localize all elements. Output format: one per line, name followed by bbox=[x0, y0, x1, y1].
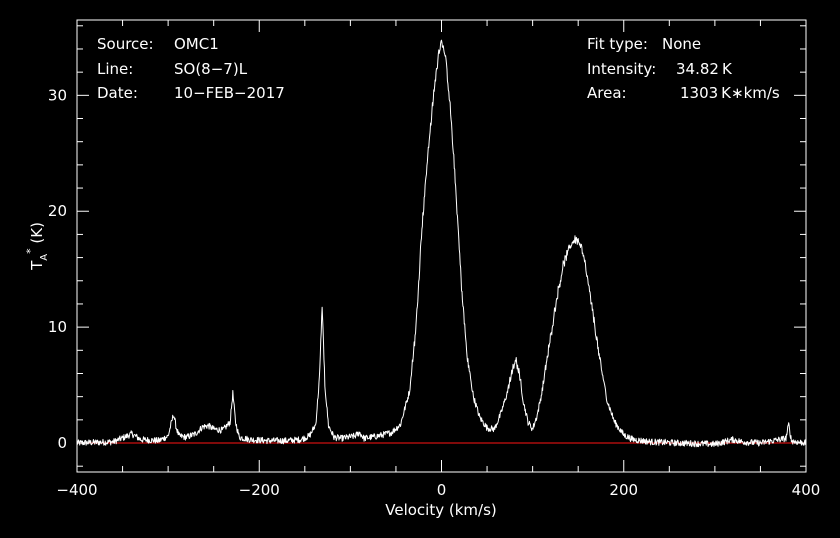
y-axis-label-sub: A bbox=[39, 254, 50, 261]
y-axis-label: TA* (K) bbox=[24, 222, 50, 271]
spectrum-series-0 bbox=[76, 39, 807, 448]
y-axis-label-tail: (K) bbox=[28, 222, 46, 248]
y-tick-label: 20 bbox=[48, 202, 67, 220]
tick-labels: −400 −200 0 200 400 0 10 20 30 bbox=[48, 86, 820, 499]
area-label: Area: bbox=[587, 84, 627, 102]
ticks-layer bbox=[76, 20, 807, 472]
source-label: Source: bbox=[97, 35, 154, 53]
series-layer bbox=[76, 39, 807, 448]
x-tick-label: −200 bbox=[239, 481, 280, 499]
line-value: SO(8−7)L bbox=[174, 60, 248, 78]
fit-type-value: None bbox=[662, 35, 702, 53]
date-value: 10−FEB−2017 bbox=[174, 84, 285, 102]
intensity-label: Intensity: bbox=[587, 60, 657, 78]
x-axis-label: Velocity (km/s) bbox=[385, 501, 496, 519]
y-tick-label: 30 bbox=[48, 86, 67, 104]
y-axis-label-main: T bbox=[28, 260, 46, 271]
line-label: Line: bbox=[97, 60, 134, 78]
source-value: OMC1 bbox=[174, 35, 219, 53]
x-tick-label: 400 bbox=[792, 481, 821, 499]
date-label: Date: bbox=[97, 84, 138, 102]
fit-type-label: Fit type: bbox=[587, 35, 648, 53]
x-tick-label: −400 bbox=[56, 481, 97, 499]
area-value: 1303 K∗km/s bbox=[680, 84, 780, 102]
y-tick-label: 10 bbox=[48, 318, 67, 336]
x-tick-label: 0 bbox=[437, 481, 447, 499]
intensity-value: 34.82 K bbox=[676, 60, 732, 78]
y-axis-label-sup: * bbox=[24, 248, 37, 254]
y-tick-label: 0 bbox=[57, 434, 67, 452]
x-tick-label: 200 bbox=[609, 481, 638, 499]
